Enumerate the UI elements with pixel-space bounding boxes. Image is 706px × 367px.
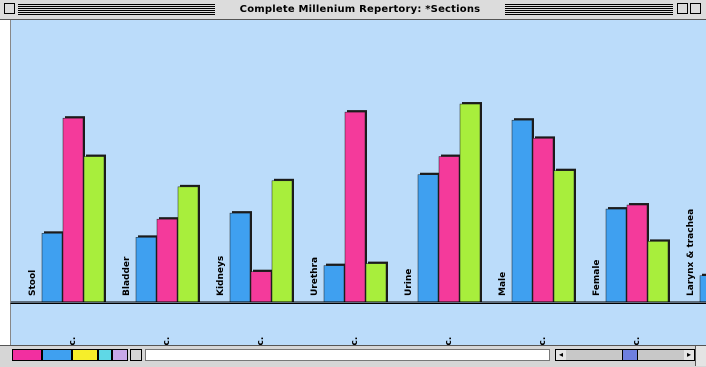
bar-female-2[interactable]: [647, 241, 669, 303]
bar-tick-label: Pb.: [463, 307, 477, 343]
bar-kidneys-0[interactable]: [229, 212, 251, 303]
bar-tick-label: Bar.: [139, 307, 153, 346]
bar-tick-label: Pb.: [651, 307, 665, 343]
chart-area: Stool Bladder Kidneys Urethra Urine Male Femal…: [10, 20, 706, 303]
bar-chart: Stool Bladder Kidneys Urethra Urine Male Femal…: [11, 102, 706, 303]
collapse-box-icon[interactable]: [690, 3, 701, 14]
bar-urine-0[interactable]: [417, 174, 439, 303]
color-swatch-magenta[interactable]: [12, 349, 42, 361]
group-label: Larynx & trachea: [686, 209, 696, 296]
bar-male-0[interactable]: [511, 119, 533, 303]
resize-grip-icon[interactable]: [695, 346, 706, 366]
bar-kidneys-2[interactable]: [271, 180, 293, 303]
bar-kidneys-1[interactable]: [250, 271, 272, 303]
bar-tick-label: Pb.: [87, 307, 101, 343]
bar-tick-label: Pb.: [369, 307, 383, 343]
bar-stool-1[interactable]: [62, 117, 84, 303]
bar-tick-label: Bar.: [515, 307, 529, 346]
scroll-right-arrow-icon[interactable]: ▸: [684, 350, 694, 360]
bar-tick-label: Bar.: [45, 307, 59, 346]
scroll-left-arrow-icon[interactable]: ◂: [556, 350, 566, 360]
bar-tick-label: Bar.: [421, 307, 435, 346]
close-box-icon[interactable]: [4, 3, 15, 14]
window-title: Complete Millenium Repertory: *Sections: [215, 1, 505, 18]
status-field: [145, 349, 550, 361]
bar-female-1[interactable]: [626, 204, 648, 303]
bar-urine-1[interactable]: [438, 156, 460, 303]
zoom-box-icon[interactable]: [677, 3, 688, 14]
group-label: Stool: [28, 270, 38, 296]
bar-stool-2[interactable]: [83, 156, 105, 303]
bar-tick-label: Merc.: [254, 307, 268, 346]
title-stripes-right: [503, 4, 673, 15]
group-label: Urethra: [310, 257, 320, 296]
bar-tick-label: Bar.: [609, 307, 623, 346]
x-axis-labels: Bar. Merc. Pb. Bar. Merc. Pb. Bar. Merc. Pb. Bar.…: [10, 303, 706, 346]
bar-larynx-trachea-0[interactable]: [699, 275, 706, 303]
bar-tick-label: Merc.: [66, 307, 80, 346]
bar-urethra-1[interactable]: [344, 111, 366, 303]
title-stripes: [18, 4, 218, 15]
bar-tick-label: Merc.: [348, 307, 362, 346]
group-label: Female: [592, 259, 602, 296]
color-swatch-blue[interactable]: [42, 349, 72, 361]
group-label: Bladder: [122, 256, 132, 296]
bar-tick-label: Merc.: [442, 307, 456, 346]
title-bar[interactable]: Complete Millenium Repertory: *Sections: [0, 0, 706, 20]
color-swatch-lilac[interactable]: [112, 349, 128, 361]
bar-male-2[interactable]: [553, 170, 575, 303]
group-label: Urine: [404, 269, 414, 296]
bar-urine-2[interactable]: [459, 103, 481, 303]
bar-male-1[interactable]: [532, 138, 554, 303]
horizontal-scrollbar[interactable]: ◂ ▸: [555, 349, 695, 361]
bar-urethra-2[interactable]: [365, 263, 387, 303]
bar-tick-label: Pb.: [275, 307, 289, 343]
bar-bladder-2[interactable]: [177, 186, 199, 303]
bar-tick-label: Merc.: [160, 307, 174, 346]
bar-tick-label: Merc.: [536, 307, 550, 346]
bar-stool-0[interactable]: [41, 233, 63, 303]
bar-female-0[interactable]: [605, 208, 627, 303]
bar-urethra-0[interactable]: [323, 265, 345, 303]
bar-tick-label: Bar.: [233, 307, 247, 346]
bar-bladder-0[interactable]: [135, 237, 157, 303]
scroll-thumb[interactable]: [622, 350, 638, 360]
bar-tick-label: Pb.: [557, 307, 571, 343]
bar-bladder-1[interactable]: [156, 218, 178, 303]
color-swatch-cyan[interactable]: [98, 349, 112, 361]
group-label: Kidneys: [216, 256, 226, 296]
bar-tick-label: Bar.: [327, 307, 341, 346]
bar-tick-label: Pb.: [181, 307, 195, 343]
bar-tick-label: Merc.: [630, 307, 644, 346]
color-swatch-yellow[interactable]: [72, 349, 98, 361]
group-label: Male: [498, 272, 508, 296]
bottom-toolbar: ◂ ▸: [0, 345, 706, 367]
toolbar-handle-icon[interactable]: [130, 349, 142, 361]
